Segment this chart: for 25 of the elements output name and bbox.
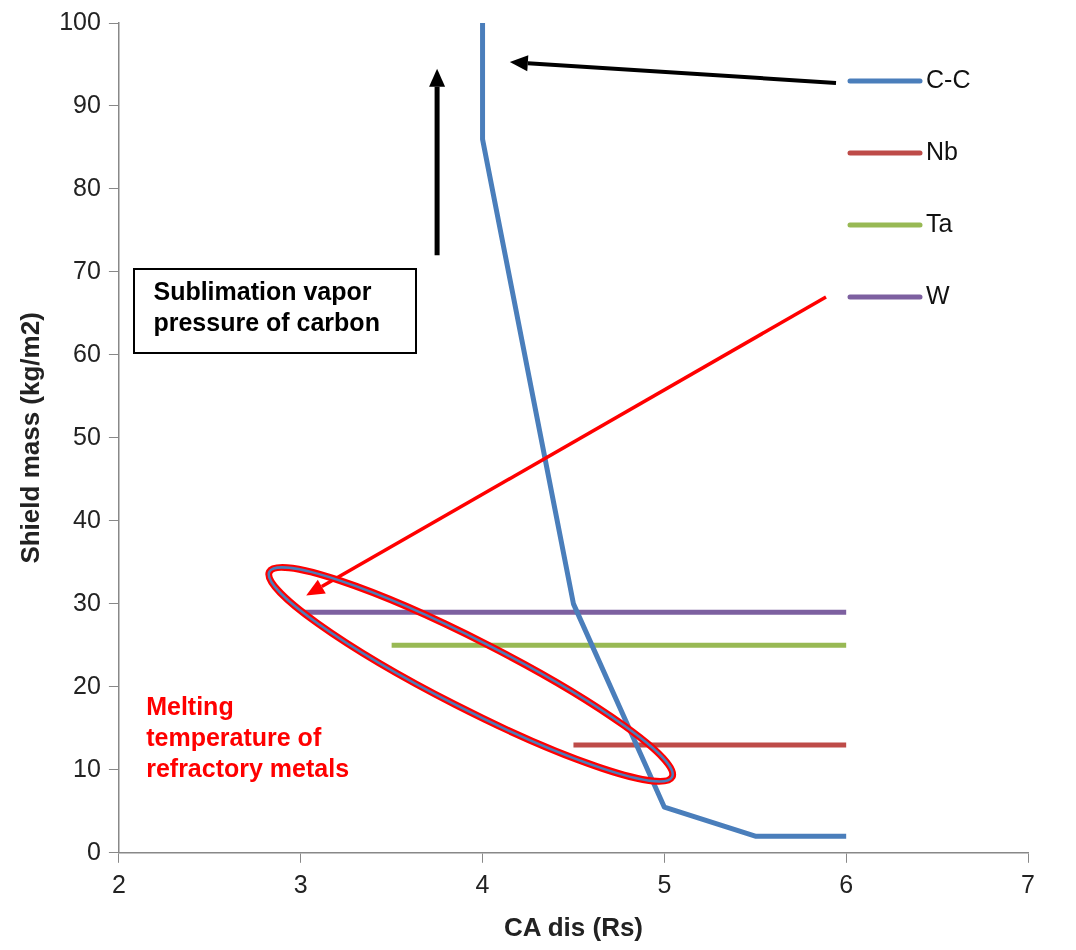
y-tick-label: 80 [73, 172, 101, 201]
legend-label: Ta [926, 208, 953, 237]
y-tick-label: 70 [73, 255, 101, 284]
x-tick-label: 6 [839, 869, 854, 898]
x-tick-label: 2 [111, 869, 126, 898]
x-tick-label: 5 [657, 869, 672, 898]
y-axis-title: Shield mass (kg/m2) [14, 312, 45, 564]
x-axis-title: CA dis (Rs) [503, 911, 644, 942]
x-tick-label: 3 [293, 869, 308, 898]
y-tick-label: 0 [87, 836, 101, 865]
y-tick-label: 60 [73, 338, 101, 367]
y-tick-label: 20 [73, 670, 101, 699]
x-tick-label: 4 [475, 869, 490, 898]
y-tick-label: 50 [73, 421, 101, 450]
y-tick-label: 90 [73, 89, 101, 118]
legend-label: W [926, 280, 950, 309]
x-tick-label: 7 [1021, 869, 1035, 898]
y-tick-label: 40 [73, 504, 101, 533]
y-tick-label: 30 [73, 587, 101, 616]
y-tick-label: 10 [73, 753, 101, 782]
legend-label: Nb [926, 136, 958, 165]
y-tick-label: 100 [59, 6, 101, 35]
annotation: Melting temperature of refractory metals [146, 691, 351, 784]
annotation: Sublimation vapor pressure of carbon [133, 267, 418, 354]
legend-label: C-C [926, 64, 971, 93]
